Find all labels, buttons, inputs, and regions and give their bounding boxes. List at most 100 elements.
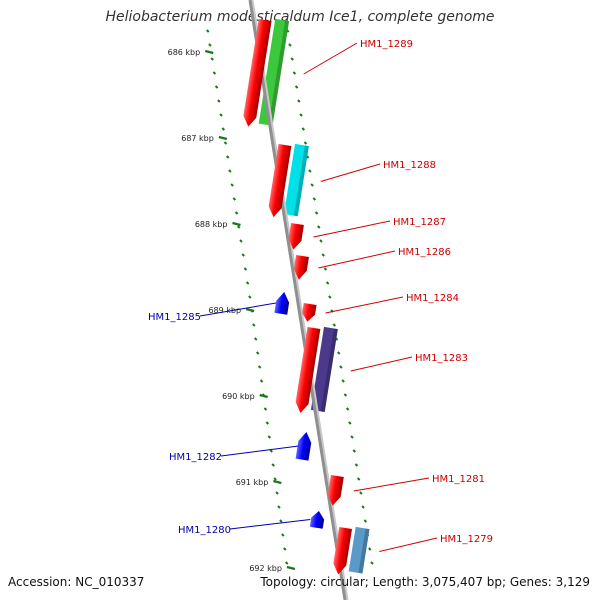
guide-dot: [214, 85, 219, 89]
guide-dot: [259, 379, 264, 383]
gene-label[interactable]: HM1_1288: [383, 160, 436, 171]
gene-label[interactable]: HM1_1282: [169, 452, 222, 463]
gene-arrow[interactable]: [292, 254, 309, 281]
gene-label[interactable]: HM1_1283: [415, 353, 468, 364]
guide-dot: [328, 295, 332, 299]
guide-dot: [350, 435, 354, 439]
guide-dot: [279, 519, 283, 523]
guide-dot: [308, 169, 312, 173]
gene-label[interactable]: HM1_1285: [148, 312, 201, 323]
cog-bar-shade: [358, 528, 370, 574]
gene-label[interactable]: HM1_1287: [393, 217, 446, 228]
gene-label[interactable]: HM1_1286: [398, 247, 451, 258]
gene-label[interactable]: HM1_1289: [360, 39, 413, 50]
tick-label: 687 kbp: [181, 134, 214, 143]
reverse-gene-shape[interactable]: [274, 291, 290, 315]
forward-gene-shape[interactable]: [287, 222, 304, 251]
gene-arrow[interactable]: [326, 474, 344, 507]
tick-mark: [259, 393, 268, 399]
gene-arrow[interactable]: [267, 143, 292, 218]
guide-dot: [263, 407, 268, 411]
guide-dot: [354, 463, 359, 467]
guide-dot: [255, 351, 260, 355]
gene-label[interactable]: HM1_1284: [406, 293, 459, 304]
guide-dot: [341, 379, 345, 383]
guide-dot: [294, 85, 299, 89]
cog-bar-fill: [310, 326, 338, 413]
gene-track: [242, 18, 353, 575]
cog-bar-fill: [283, 143, 309, 217]
guide-dot: [223, 141, 228, 145]
guide-dot: [321, 253, 325, 257]
guide-dot: [310, 183, 314, 187]
forward-gene-shape[interactable]: [267, 143, 292, 218]
cog-bar: [310, 326, 338, 413]
guide-dot: [275, 491, 279, 495]
label-leader: [353, 477, 430, 492]
guide-dot: [210, 57, 214, 61]
guide-dot: [370, 561, 374, 565]
guide-dot: [239, 239, 243, 243]
gene-label[interactable]: HM1_1279: [440, 534, 493, 545]
forward-gene-shape[interactable]: [332, 526, 353, 575]
gene-arrow[interactable]: [295, 431, 313, 461]
guide-dot: [281, 533, 285, 537]
label-leader: [199, 302, 277, 317]
topology-text: Topology: circular; Length: 3,075,407 bp…: [260, 575, 590, 589]
forward-gene-shape[interactable]: [326, 474, 344, 507]
guide-dot: [206, 29, 210, 33]
guide-dot: [301, 127, 305, 131]
gene-arrow[interactable]: [287, 222, 304, 251]
reverse-gene-shape[interactable]: [295, 431, 313, 461]
gene-arrow[interactable]: [274, 291, 290, 315]
guide-dot: [368, 547, 372, 551]
gene-label[interactable]: HM1_1281: [432, 474, 485, 485]
gene-arrow[interactable]: [309, 510, 325, 529]
guide-dot: [345, 407, 350, 411]
forward-gene-shape[interactable]: [301, 302, 317, 323]
cog-bar-shade: [320, 328, 338, 413]
gene-arrow[interactable]: [301, 302, 317, 323]
guide-dot: [332, 323, 337, 327]
guide-dot: [252, 323, 256, 327]
guide-dot: [359, 491, 363, 495]
cog-bar: [283, 143, 309, 217]
guide-dot: [288, 43, 292, 47]
reverse-gene-shape[interactable]: [309, 510, 325, 529]
tick-mark: [273, 479, 282, 485]
guide-dot: [343, 393, 348, 397]
guide-dot: [241, 253, 245, 257]
forward-gene-shape[interactable]: [294, 326, 321, 414]
guide-dot: [303, 141, 308, 145]
guide-dot: [299, 113, 303, 117]
guide-dot: [254, 337, 258, 341]
gene-label[interactable]: HM1_1280: [178, 525, 231, 536]
guide-dot: [348, 421, 352, 425]
backbone-shadow: [250, 0, 349, 600]
tick-label: 686 kbp: [168, 48, 201, 57]
forward-gene-shape[interactable]: [292, 254, 309, 281]
guide-dot: [285, 561, 289, 565]
guide-dot: [337, 351, 341, 355]
backbone-line: [248, 0, 347, 600]
guide-dot: [265, 421, 270, 425]
guide-dot: [267, 435, 272, 439]
cog-track: [258, 18, 370, 574]
gene-arrow[interactable]: [294, 326, 321, 414]
guide-dot: [292, 71, 297, 75]
backbone-track: [248, 0, 349, 600]
guide-dot: [339, 365, 343, 369]
guide-dot: [248, 295, 252, 299]
guide-dot: [243, 267, 248, 271]
gene-arrow[interactable]: [332, 526, 353, 575]
guide-dot: [225, 155, 230, 159]
guide-dot: [290, 57, 294, 61]
tick-mark: [204, 49, 214, 55]
gene-arrow[interactable]: [242, 18, 272, 128]
forward-gene-shape[interactable]: [242, 18, 272, 128]
guide-dot: [323, 267, 328, 271]
gene-labels: HM1_1289 HM1_1288 HM1_1287 HM1_1286 HM1_1285…: [148, 39, 493, 552]
label-leader: [350, 356, 413, 372]
guide-dot: [257, 365, 262, 369]
